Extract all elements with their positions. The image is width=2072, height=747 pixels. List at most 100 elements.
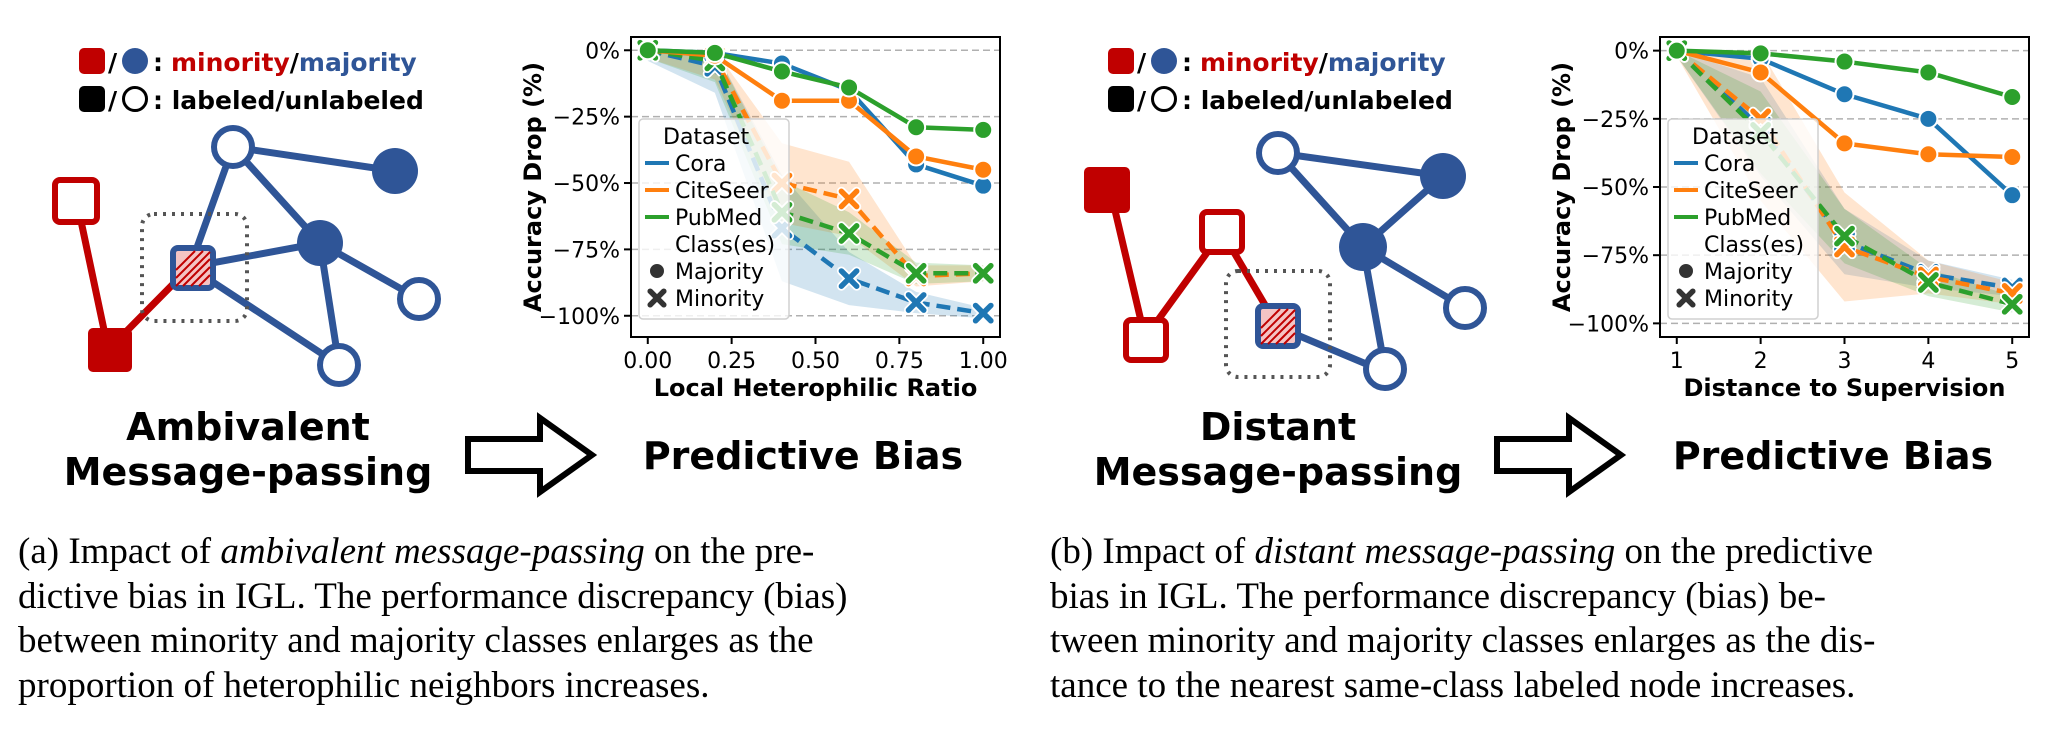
legend-entry: Cora xyxy=(1704,152,1755,177)
y-axis: 0% −25% −50% −75% −100% xyxy=(539,39,631,330)
labels-legend-text: : labeled/unlabeled xyxy=(1182,86,1453,115)
data-point xyxy=(704,42,725,63)
data-point xyxy=(971,300,996,326)
data-point xyxy=(839,77,860,98)
arrow-icon xyxy=(465,412,598,498)
y-axis: 0% −25% −50% −75% −100% xyxy=(1568,40,1660,337)
panel-b-result-title: Predictive Bias xyxy=(1673,434,1993,478)
x-axis-label: Local Heterophilic Ratio xyxy=(654,374,978,402)
data-point xyxy=(2000,292,2025,317)
caption-line: tance to the nearest same-class labeled … xyxy=(1050,665,1855,706)
data-point xyxy=(771,61,792,82)
y-tick-label: −50% xyxy=(553,172,620,197)
data-point xyxy=(1834,51,1855,72)
data-point xyxy=(771,90,792,111)
legend-title: Dataset xyxy=(663,125,750,150)
x-tick-label: 0.25 xyxy=(707,349,756,374)
labels-legend-text: : labeled/unlabeled xyxy=(153,86,424,115)
data-point xyxy=(1750,43,1771,64)
labeled-swatch xyxy=(1108,86,1134,112)
legend-title: Class(es) xyxy=(1704,233,1804,258)
legend-entry: CiteSeer xyxy=(1704,179,1799,204)
data-point xyxy=(836,221,862,246)
minority-swatch xyxy=(1108,48,1134,74)
y-tick-label: 0% xyxy=(1614,40,1649,65)
x-axis: 1 2 3 4 5 xyxy=(1670,337,2019,374)
panel-a-nodes xyxy=(52,125,441,387)
series-line xyxy=(647,48,984,133)
x-tick-label: 0.00 xyxy=(623,349,672,374)
data-point xyxy=(2002,185,2023,206)
minority-unlabeled-node xyxy=(52,177,100,225)
panel-a-illustration: / : minority/majority / : labeled/unlabel… xyxy=(52,48,963,498)
band-cora-minority xyxy=(647,50,984,319)
caption-line: dictive bias in IGL. The performance dis… xyxy=(18,576,847,617)
caption-line: between minority and majority classes en… xyxy=(18,620,814,661)
y-axis-label: Accuracy Drop (%) xyxy=(1548,62,1576,312)
caption-line: (a) Impact of ambivalent message-passing… xyxy=(18,531,814,572)
legend-marker xyxy=(645,286,669,310)
legend: DatasetCoraCiteSeerPubMedClass(es)Majori… xyxy=(1667,118,1819,320)
legend-marker xyxy=(1677,262,1695,280)
caption-line: (b) Impact of distant message-passing on… xyxy=(1050,531,1873,572)
data-point xyxy=(836,186,862,212)
data-point xyxy=(973,159,994,180)
slash-separator: / xyxy=(1137,48,1147,77)
y-axis-label: Accuracy Drop (%) xyxy=(519,62,547,312)
minority-swatch xyxy=(79,48,105,74)
caption-line: bias in IGL. The performance discrepancy… xyxy=(1050,576,1826,617)
legend-entry: Majority xyxy=(1704,260,1793,285)
legend-box xyxy=(1667,118,1819,320)
y-tick-label: 0% xyxy=(585,39,620,64)
legend-box xyxy=(638,118,790,320)
arrow-icon xyxy=(1494,412,1627,498)
panel-b-graph-title-line1: Distant xyxy=(1200,405,1356,449)
y-tick-label: −100% xyxy=(1568,312,1649,337)
data-point xyxy=(903,261,929,286)
data-point xyxy=(1834,84,1855,105)
legend-entry: Cora xyxy=(675,152,726,177)
x-tick-label: 3 xyxy=(1838,349,1852,374)
x-tick-label: 1.00 xyxy=(959,349,1008,374)
majority-swatch xyxy=(122,48,148,74)
slash: / xyxy=(290,48,300,77)
data-point xyxy=(2002,87,2023,107)
colon: : xyxy=(153,48,163,77)
colon: : xyxy=(1182,48,1192,77)
minority-labeled-node xyxy=(1084,167,1130,213)
panel-b-graph-title-line2: Message-passing xyxy=(1094,450,1463,494)
series-line xyxy=(647,48,984,316)
majority-unlabeled-node xyxy=(1363,347,1407,391)
band-cora-minority xyxy=(1676,50,2013,297)
majority-labeled-node xyxy=(297,220,343,266)
data-point xyxy=(1918,144,1939,165)
majority-unlabeled-node xyxy=(1443,286,1487,330)
legend-entry: Minority xyxy=(675,287,764,312)
colors-legend-text: : minority/majority xyxy=(1182,48,1446,77)
data-point xyxy=(1832,223,1857,249)
x-tick-label: 1 xyxy=(1670,349,1684,374)
panel-a-result-title: Predictive Bias xyxy=(643,434,963,478)
target-node-hatch xyxy=(175,250,211,287)
x-tick-label: 0.50 xyxy=(791,349,840,374)
minority-labeled-node xyxy=(88,328,132,372)
x-tick-label: 0.75 xyxy=(875,349,924,374)
legend-title: Dataset xyxy=(1692,125,1779,150)
caption-line: proportion of heterophilic neighbors inc… xyxy=(18,665,710,706)
minority-word: minority xyxy=(1200,48,1319,77)
data-point xyxy=(906,117,927,138)
data-point xyxy=(906,146,927,167)
legend-entry: PubMed xyxy=(1704,206,1791,231)
legend-entry: Minority xyxy=(1704,287,1793,312)
legend: DatasetCoraCiteSeerPubMedClass(es)Majori… xyxy=(638,118,790,320)
legend-entry: PubMed xyxy=(675,206,762,231)
panel-b-legend-key: / : minority/majority / : labeled/unlabel… xyxy=(1108,48,1453,115)
caption-line: tween minority and majority classes enla… xyxy=(1050,620,1875,661)
majority-unlabeled-node xyxy=(211,125,255,169)
y-tick-label: −75% xyxy=(1582,244,1649,269)
majority-word: majority xyxy=(299,48,417,77)
majority-swatch xyxy=(1151,48,1177,74)
panel-b-caption: (b) Impact of distant message-passing on… xyxy=(1050,531,1875,706)
data-point xyxy=(1666,40,1687,61)
